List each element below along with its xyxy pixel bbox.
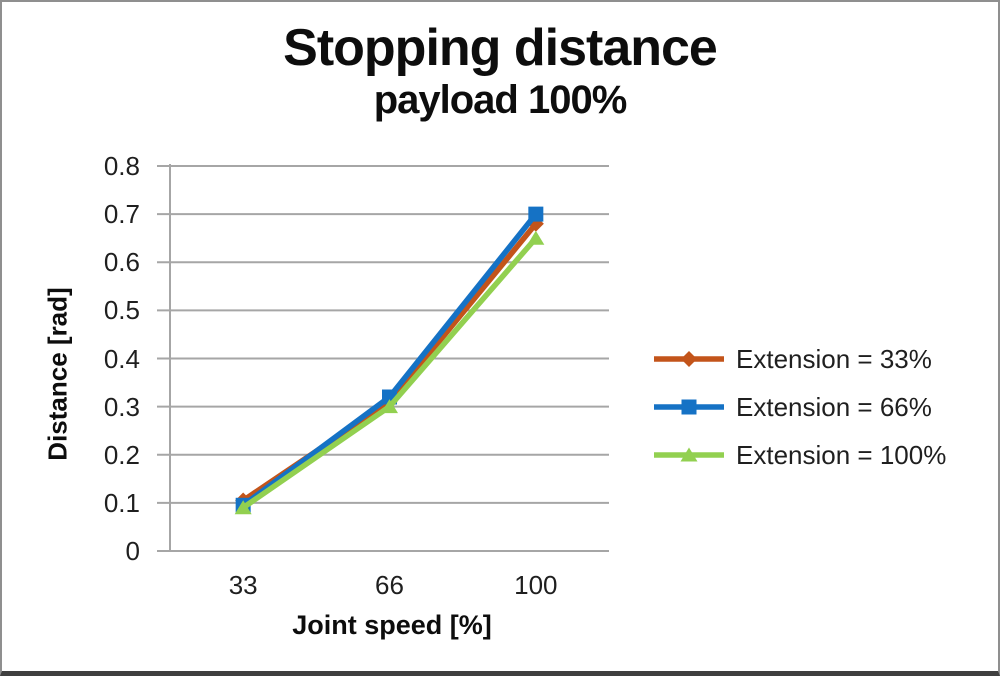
data-point-marker-triangle <box>234 500 252 515</box>
data-point-marker-triangle <box>381 399 398 414</box>
x-tick-label: 33 <box>228 570 258 600</box>
y-tick-label: 0.1 <box>103 487 140 518</box>
y-tick-label: 0.7 <box>103 199 140 230</box>
legend-label: Extension = 100% <box>736 439 947 470</box>
series-line-square <box>240 211 539 509</box>
legend-swatch-square-icon <box>654 399 724 415</box>
x-tick-label: 66 <box>375 570 404 600</box>
y-tick-label: 0.2 <box>103 439 140 470</box>
y-tick-label: 0.8 <box>103 151 140 181</box>
chart-title: Stopping distance <box>283 19 718 77</box>
y-tick-label: 0.6 <box>103 247 140 278</box>
data-point-marker-square <box>528 206 544 222</box>
legend-swatch-triangle-icon <box>654 447 724 462</box>
x-axis-title: Joint speed [%] <box>292 610 492 640</box>
y-tick-label: 0.3 <box>103 391 140 422</box>
y-tick-label: 0.5 <box>103 295 140 326</box>
legend-label: Extension = 33% <box>736 343 932 374</box>
legend-swatch-diamond-icon <box>654 351 724 367</box>
y-tick-label: 0.4 <box>103 343 140 374</box>
chart-subtitle: payload 100% <box>373 78 628 122</box>
legend-item: Extension = 66% <box>652 383 946 431</box>
data-point-marker-triangle <box>527 230 545 245</box>
legend-marker-square <box>681 399 697 415</box>
legend-marker-diamond <box>681 351 697 367</box>
legend-item: Extension = 100% <box>652 431 946 479</box>
legend-marker-triangle <box>680 447 698 462</box>
legend-item: Extension = 33% <box>652 335 946 383</box>
legend: Extension = 33% Extension = 66% Extension … <box>652 335 946 479</box>
legend-label: Extension = 66% <box>736 391 932 422</box>
x-tick-label: 100 <box>514 570 558 600</box>
y-tick-label: 0 <box>125 536 140 566</box>
